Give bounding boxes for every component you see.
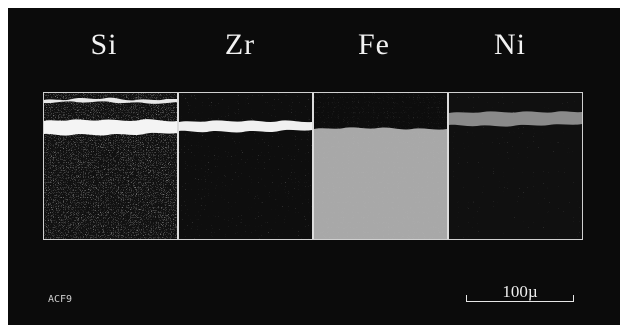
panel-divider bbox=[177, 93, 179, 239]
scale-bar: 100µ bbox=[466, 282, 574, 308]
ni-map-panel bbox=[449, 93, 582, 239]
scale-bar-label: 100µ bbox=[502, 282, 538, 301]
label-zr: Zr bbox=[224, 28, 256, 61]
panel-divider bbox=[447, 93, 449, 239]
label-si: Si bbox=[90, 28, 118, 61]
sample-id-label: ACF9 bbox=[48, 294, 73, 305]
panel-divider bbox=[312, 93, 314, 239]
scale-bar-line bbox=[466, 301, 574, 302]
label-ni: Ni bbox=[494, 28, 526, 61]
si-map-panel bbox=[44, 93, 177, 239]
zr-map-panel bbox=[179, 93, 312, 239]
label-fe: Fe bbox=[358, 28, 390, 61]
scale-bar-tick-left bbox=[466, 295, 467, 302]
fe-map-panel bbox=[314, 93, 447, 239]
micrograph-image: Si Zr Fe Ni bbox=[8, 8, 620, 325]
scale-bar-tick-right bbox=[573, 295, 574, 302]
element-map-strip bbox=[43, 92, 583, 240]
